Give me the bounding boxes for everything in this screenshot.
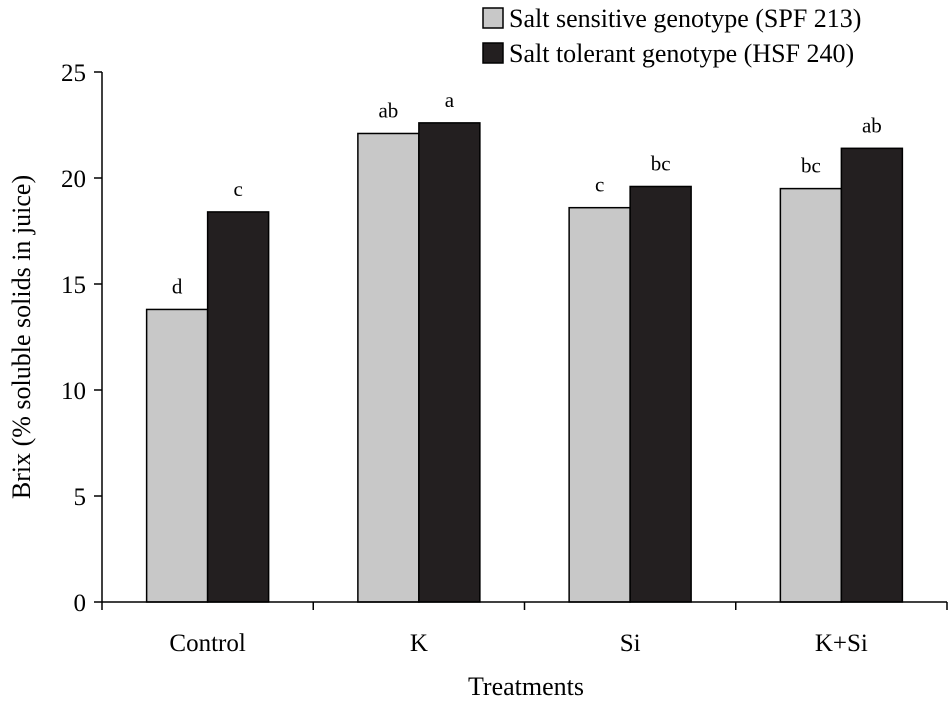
bar-significance-label: ab [862,113,882,137]
x-category-label: K+Si [815,630,868,657]
bar-significance-label: ab [378,98,398,122]
legend-swatch [482,42,504,64]
y-tick-label: 25 [61,60,86,87]
bar-significance-label: c [595,173,604,197]
bar-significance-label: c [233,177,242,201]
y-tick-label: 5 [74,484,87,511]
legend-label: Salt sensitive genotype (SPF 213) [509,4,861,33]
bar [206,211,270,603]
legend: Salt sensitive genotype (SPF 213) Salt to… [482,4,861,68]
bar [357,132,420,603]
bar [629,185,692,603]
y-tick-label: 0 [74,590,87,617]
x-category-label: Control [169,630,245,657]
bar-significance-label: a [445,88,455,112]
x-axis-title: Treatments [468,672,584,701]
y-axis-title: Brix (% soluble solids in juice) [7,175,36,499]
bar [145,308,209,603]
bar [568,206,631,603]
bars: d c ab a c bc bc ab [145,88,904,603]
y-tick-label: 10 [61,378,86,405]
x-axis: Control K Si K+Si [101,601,948,657]
bar-significance-label: bc [651,151,671,175]
bar-significance-label: d [172,274,183,298]
bar [779,187,843,603]
legend-swatch [482,7,504,29]
y-axis: 0 5 10 15 20 25 [61,60,103,617]
x-category-label: Si [620,630,641,657]
y-tick-label: 15 [61,272,86,299]
x-category-label: K [410,630,428,657]
bar [840,147,904,603]
legend-label: Salt tolerant genotype (HSF 240) [509,39,854,68]
bar-significance-label: bc [801,154,821,178]
y-tick-label: 20 [61,166,86,193]
bar [418,122,481,603]
